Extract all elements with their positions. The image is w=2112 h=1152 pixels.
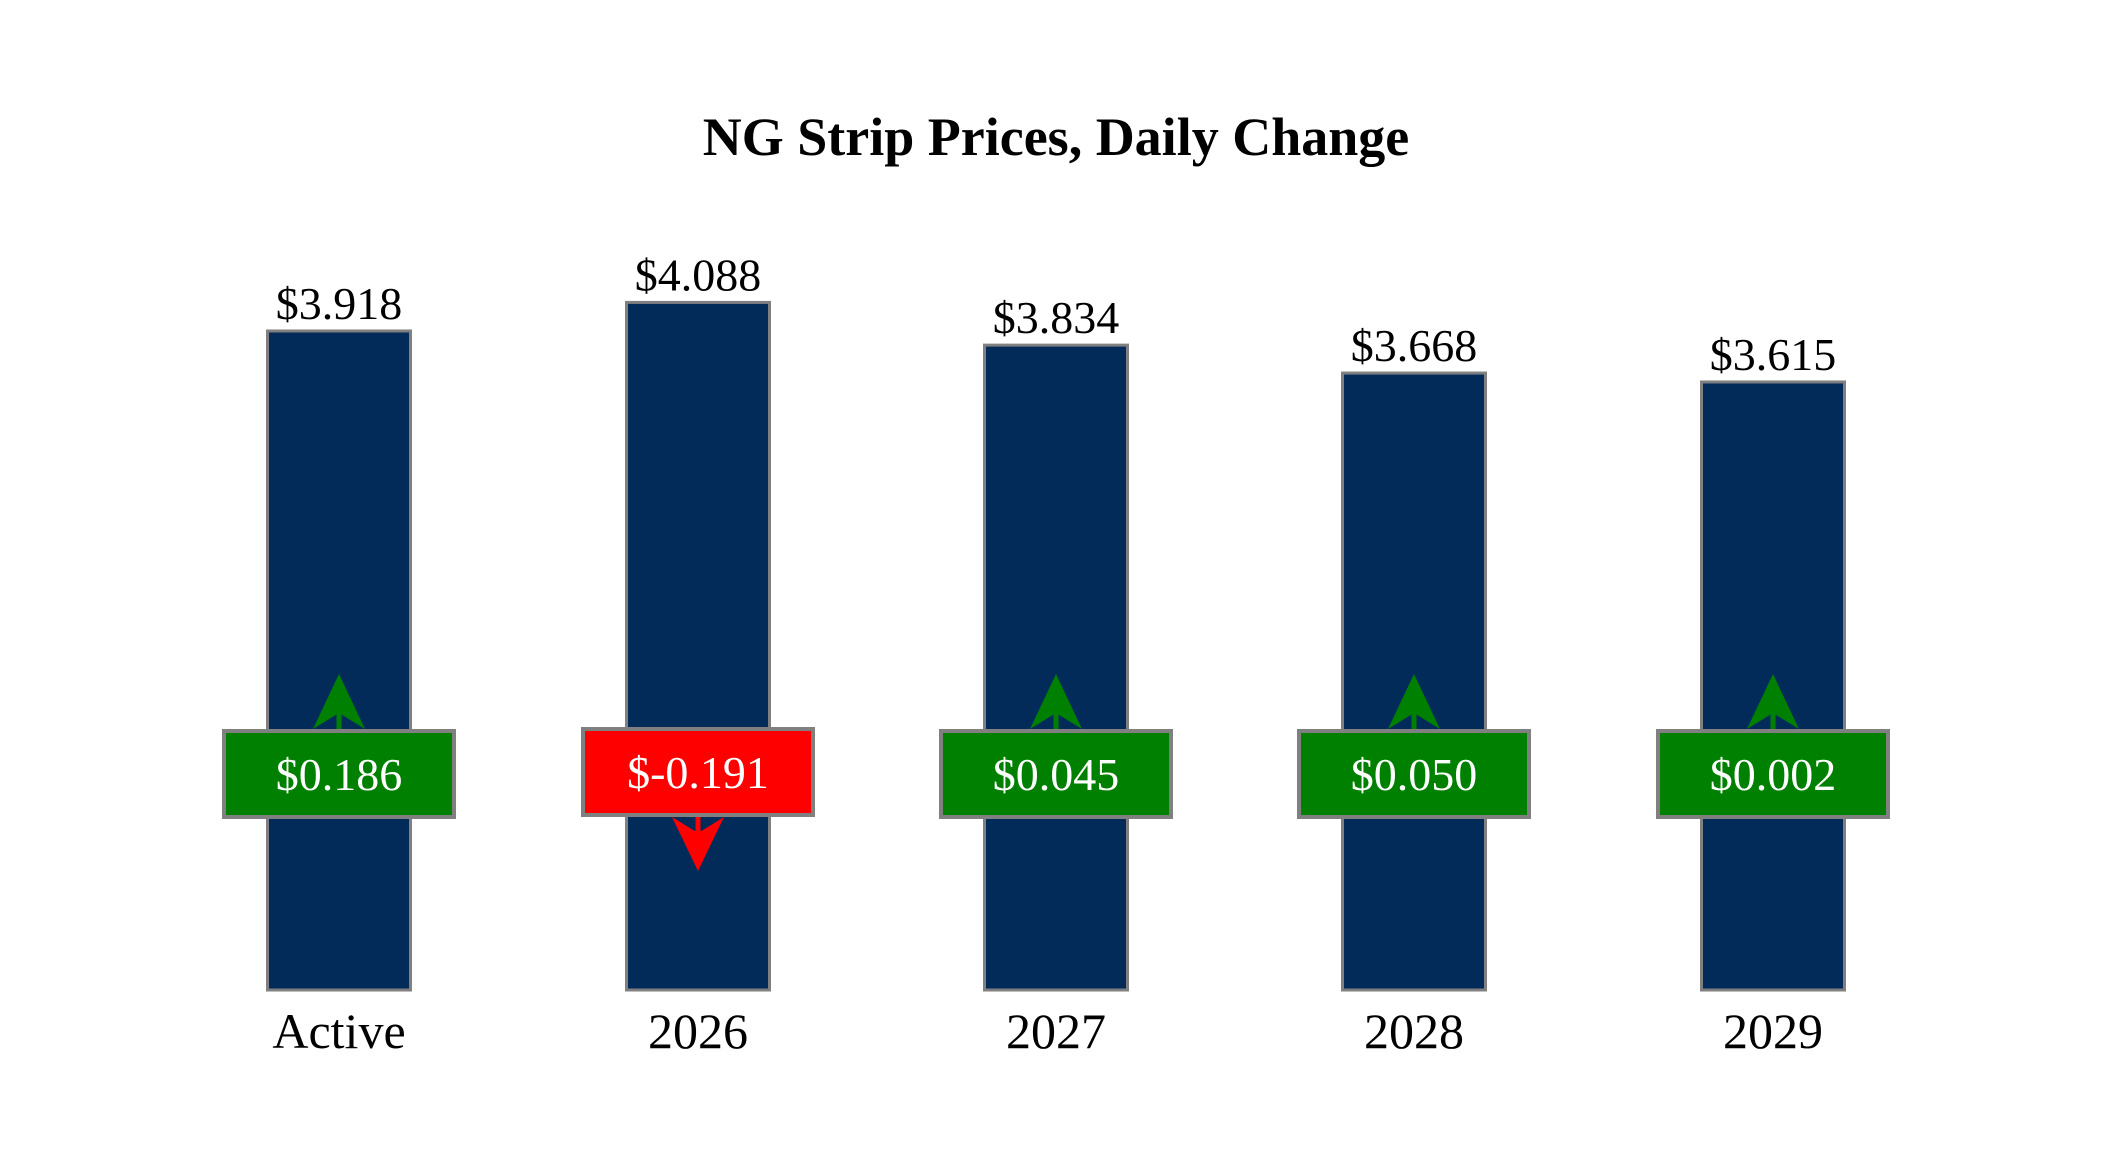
value-label: $3.668 (1351, 320, 1478, 371)
category-label: 2026 (648, 1003, 748, 1059)
change-badge (581, 727, 815, 817)
down-arrow-icon (672, 817, 724, 871)
up-arrow-icon (1747, 674, 1799, 729)
bar (983, 343, 1129, 992)
value-label: $3.834 (993, 292, 1120, 343)
change-badge (222, 729, 456, 819)
change-badge (939, 729, 1173, 819)
chart-title: NG Strip Prices, Daily Change (703, 107, 1409, 167)
category-label: 2029 (1723, 1003, 1823, 1059)
up-arrow-icon (1388, 674, 1440, 729)
up-arrow-icon (313, 674, 365, 729)
change-badge (1297, 729, 1531, 819)
change-label: $0.050 (1351, 749, 1478, 800)
category-label: 2028 (1364, 1003, 1464, 1059)
value-label: $4.088 (635, 249, 762, 300)
category-label: 2027 (1006, 1003, 1106, 1059)
bar (625, 300, 771, 992)
change-badge (1656, 729, 1890, 819)
value-label: $3.615 (1710, 329, 1837, 380)
category-label: Active (272, 1003, 405, 1059)
change-label: $0.186 (276, 749, 403, 800)
bars-group: $3.918 Active $0.186 $4.088 2026 $-0.191 $3.83… (222, 249, 1890, 1059)
change-label: $0.045 (993, 749, 1120, 800)
change-label: $-0.191 (627, 747, 769, 798)
up-arrow-icon (1030, 674, 1082, 729)
bar (266, 329, 412, 992)
value-label: $3.918 (276, 278, 403, 329)
change-label: $0.002 (1710, 749, 1837, 800)
